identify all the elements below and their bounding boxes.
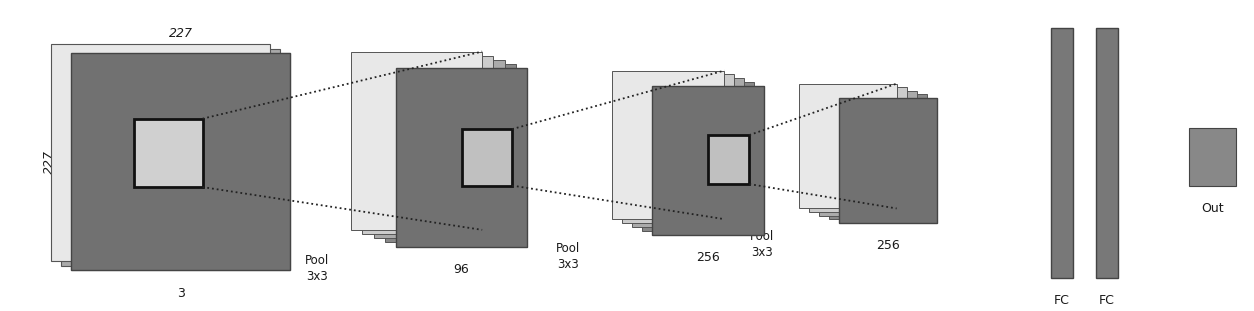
Bar	[622, 74, 735, 223]
Bar	[709, 135, 750, 184]
Text: 3: 3	[678, 153, 686, 166]
Bar	[385, 64, 515, 242]
Text: 3: 3	[177, 287, 184, 299]
Text: FC: FC	[1055, 294, 1070, 307]
Bar	[134, 119, 203, 187]
Bar	[632, 78, 745, 227]
Bar	[1189, 128, 1236, 186]
Text: FC: FC	[1099, 294, 1115, 307]
Bar	[396, 68, 527, 247]
Bar	[61, 49, 280, 266]
Bar	[642, 82, 755, 231]
Bar	[612, 71, 725, 219]
Bar	[463, 129, 512, 186]
Bar	[71, 53, 290, 270]
Bar	[652, 86, 765, 234]
Bar	[839, 98, 937, 223]
Bar	[1096, 28, 1117, 278]
Bar	[799, 84, 897, 208]
Bar	[809, 87, 907, 212]
Bar	[51, 44, 270, 261]
Text: 227: 227	[169, 27, 193, 40]
Text: 5: 5	[431, 151, 440, 164]
Text: Pool
3x3: Pool 3x3	[750, 230, 774, 259]
Bar	[396, 68, 527, 247]
Text: 11: 11	[161, 95, 176, 108]
Text: 256: 256	[877, 239, 900, 252]
Bar	[819, 91, 917, 216]
Text: 5: 5	[483, 107, 492, 120]
Bar	[839, 98, 937, 223]
Bar	[351, 52, 483, 230]
Bar	[362, 56, 493, 234]
Bar	[374, 60, 504, 238]
Text: 11: 11	[93, 146, 109, 159]
Bar	[652, 86, 765, 234]
Text: Pool
3x3: Pool 3x3	[557, 242, 581, 271]
Text: Out: Out	[1201, 202, 1224, 215]
Text: Pool
3x3: Pool 3x3	[305, 254, 330, 283]
Text: 96: 96	[454, 263, 469, 276]
Text: 3: 3	[725, 113, 732, 126]
Text: 227: 227	[43, 150, 55, 174]
Bar	[71, 53, 290, 270]
Bar	[1051, 28, 1072, 278]
Bar	[829, 94, 927, 219]
Text: 256: 256	[696, 251, 720, 264]
